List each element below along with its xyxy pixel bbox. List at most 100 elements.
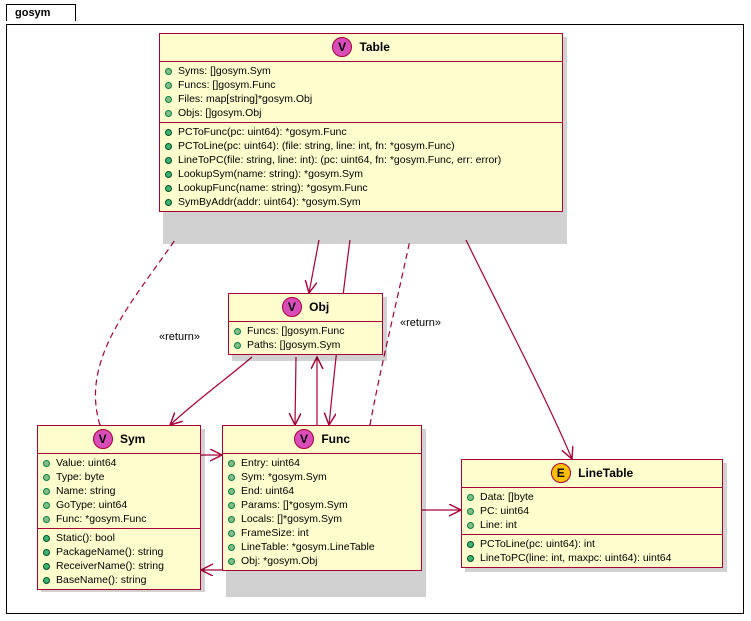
method-row: SymByAddr(addr: uint64): *gosym.Sym — [160, 195, 562, 209]
field-row: Entry: uint64 — [223, 456, 421, 470]
member-text: Objs: []gosym.Obj — [178, 107, 261, 119]
member-text: LineToPC(line: int, maxpc: uint64): uint… — [480, 552, 671, 564]
method-row: Static(): bool — [38, 531, 200, 545]
visibility-icon — [228, 502, 235, 509]
class-header-func: V Func — [223, 426, 421, 454]
field-row: Name: string — [38, 484, 200, 498]
method-row: LookupSym(name: string): *gosym.Sym — [160, 167, 562, 181]
visibility-icon — [165, 129, 172, 136]
spot-v: V — [282, 297, 302, 317]
member-text: LookupSym(name: string): *gosym.Sym — [178, 168, 363, 180]
class-header-table: V Table — [160, 34, 562, 62]
spot-e: E — [551, 463, 571, 483]
visibility-icon — [467, 555, 474, 562]
visibility-icon — [165, 82, 172, 89]
member-text: Value: uint64 — [56, 457, 117, 469]
visibility-icon — [43, 460, 50, 467]
member-text: SymByAddr(addr: uint64): *gosym.Sym — [178, 196, 361, 208]
field-row: Syms: []gosym.Sym — [160, 64, 562, 78]
member-text: Funcs: []gosym.Func — [178, 79, 275, 91]
member-text: Params: []*gosym.Sym — [241, 499, 348, 511]
class-name: Sym — [120, 432, 145, 446]
visibility-icon — [165, 96, 172, 103]
method-row: LookupFunc(name: string): *gosym.Func — [160, 181, 562, 195]
visibility-icon — [165, 68, 172, 75]
visibility-icon — [228, 516, 235, 523]
member-text: Obj: *gosym.Obj — [241, 555, 317, 567]
member-text: PC: uint64 — [480, 505, 529, 517]
visibility-icon — [228, 544, 235, 551]
method-row: LineToPC(line: int, maxpc: uint64): uint… — [462, 551, 722, 565]
visibility-icon — [234, 328, 241, 335]
member-text: LookupFunc(name: string): *gosym.Func — [178, 182, 368, 194]
field-row: Obj: *gosym.Obj — [223, 554, 421, 568]
field-row: FrameSize: int — [223, 526, 421, 540]
visibility-icon — [228, 460, 235, 467]
fields-obj: Funcs: []gosym.Func Paths: []gosym.Sym — [229, 322, 382, 354]
visibility-icon — [165, 185, 172, 192]
member-text: PCToLine(pc: uint64): (file: string, lin… — [178, 140, 455, 152]
member-text: Name: string — [56, 485, 116, 497]
class-name: LineTable — [578, 466, 633, 480]
member-text: Static(): bool — [56, 532, 115, 544]
visibility-icon — [165, 143, 172, 150]
spot-v: V — [332, 37, 352, 57]
class-name: Table — [359, 40, 389, 54]
visibility-icon — [234, 342, 241, 349]
spot-v: V — [93, 429, 113, 449]
label-return-1: «return» — [159, 331, 200, 343]
member-text: LineToPC(file: string, line: int): (pc: … — [178, 154, 501, 166]
label-return-2: «return» — [400, 317, 441, 329]
visibility-icon — [43, 577, 50, 584]
field-row: Paths: []gosym.Sym — [229, 338, 382, 352]
class-func: V Func Entry: uint64Sym: *gosym.Sym End: … — [222, 425, 422, 571]
package-tab: gosym — [6, 4, 76, 21]
field-row: Files: map[string]*gosym.Obj — [160, 92, 562, 106]
member-text: PCToLine(pc: uint64): int — [480, 538, 595, 550]
method-row: PCToLine(pc: uint64): (file: string, lin… — [160, 139, 562, 153]
field-row: Line: int — [462, 518, 722, 532]
fields-func: Entry: uint64Sym: *gosym.Sym End: uint64 P… — [223, 454, 421, 570]
member-text: ReceiverName(): string — [56, 560, 164, 572]
member-text: Files: map[string]*gosym.Obj — [178, 93, 312, 105]
member-text: PackageName(): string — [56, 546, 163, 558]
class-sym: V Sym Value: uint64Type: byteName: strin… — [37, 425, 201, 590]
field-row: PC: uint64 — [462, 504, 722, 518]
class-header-linetable: E LineTable — [462, 460, 722, 488]
class-header-obj: V Obj — [229, 294, 382, 322]
field-row: Func: *gosym.Func — [38, 512, 200, 526]
class-name: Obj — [309, 300, 329, 314]
methods-linetable: PCToLine(pc: uint64): int LineToPC(line: … — [462, 535, 722, 567]
visibility-icon — [43, 516, 50, 523]
member-text: Func: *gosym.Func — [56, 513, 146, 525]
member-text: Funcs: []gosym.Func — [247, 325, 344, 337]
field-row: LineTable: *gosym.LineTable — [223, 540, 421, 554]
visibility-icon — [43, 563, 50, 570]
methods-sym: Static(): bool PackageName(): string Recei… — [38, 529, 200, 589]
method-row: BaseName(): string — [38, 573, 200, 587]
fields-linetable: Data: []bytePC: uint64 Line: int — [462, 488, 722, 535]
member-text: BaseName(): string — [56, 574, 146, 586]
method-row: PCToLine(pc: uint64): int — [462, 537, 722, 551]
visibility-icon — [467, 494, 474, 501]
member-text: Paths: []gosym.Sym — [247, 339, 340, 351]
visibility-icon — [228, 530, 235, 537]
class-linetable: E LineTable Data: []bytePC: uint64 Line: … — [461, 459, 723, 568]
visibility-icon — [165, 199, 172, 206]
visibility-icon — [228, 488, 235, 495]
field-row: Sym: *gosym.Sym — [223, 470, 421, 484]
method-row: LineToPC(file: string, line: int): (pc: … — [160, 153, 562, 167]
spot-v: V — [294, 429, 314, 449]
field-row: Funcs: []gosym.Func — [229, 324, 382, 338]
member-text: Line: int — [480, 519, 517, 531]
method-row: PackageName(): string — [38, 545, 200, 559]
visibility-icon — [228, 558, 235, 565]
diagram-canvas: gosym V Table Syms: []gosym.SymFuncs: []… — [0, 0, 751, 621]
member-text: PCToFunc(pc: uint64): *gosym.Func — [178, 126, 347, 138]
visibility-icon — [43, 474, 50, 481]
member-text: End: uint64 — [241, 485, 294, 497]
member-text: Sym: *gosym.Sym — [241, 471, 327, 483]
visibility-icon — [165, 110, 172, 117]
field-row: Data: []byte — [462, 490, 722, 504]
field-row: Type: byte — [38, 470, 200, 484]
